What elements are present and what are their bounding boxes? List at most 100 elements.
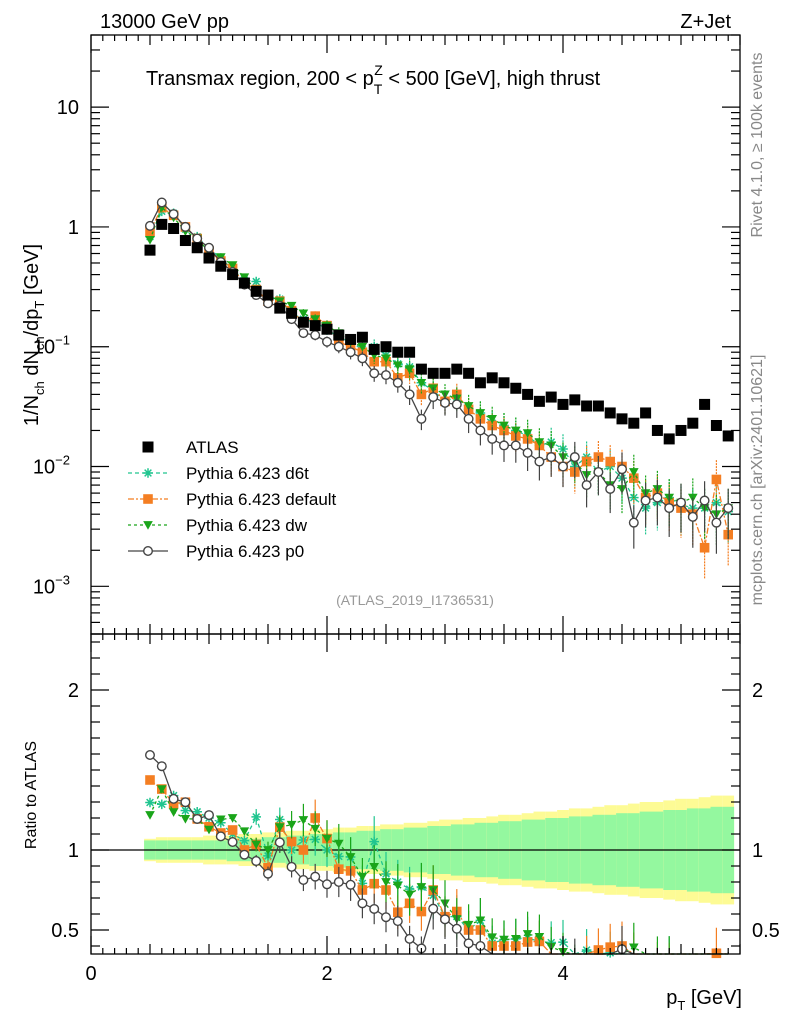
data-point [297,316,309,328]
data-point [381,912,392,923]
data-point [157,785,167,794]
data-point [416,378,427,388]
data-point [143,468,153,478]
data-point [142,441,154,453]
data-point [499,440,510,451]
data-point [310,871,321,882]
data-point [404,389,415,400]
data-point [687,511,698,522]
data-point [298,845,309,855]
data-point [334,839,344,849]
data-point [369,836,379,847]
data-point [251,840,261,850]
data-point [286,301,297,311]
data-point [263,868,274,879]
data-point [263,846,273,855]
data-point [593,467,604,478]
ratio-uncertainty-bands [91,795,740,905]
ratio-tick-label-right: 2 [752,680,763,702]
data-point [356,331,368,343]
data-point [628,417,640,429]
data-point [592,400,604,412]
data-point [322,336,333,347]
data-point [179,235,191,247]
data-point [416,883,427,892]
data-point [345,333,357,345]
data-point [475,409,486,418]
x-tick-label: 4 [557,963,568,985]
legend-item: ATLAS [142,438,239,457]
data-point [699,495,710,506]
data-point [581,400,593,412]
data-point [309,320,321,332]
data-point [569,394,581,406]
data-point [333,341,344,352]
data-point [628,517,639,528]
ratio-series [144,750,729,959]
data-point [333,329,345,341]
data-point [640,407,652,419]
data-point [298,875,309,886]
data-point [415,363,427,375]
data-point [534,456,545,467]
data-point [487,933,497,943]
data-point [168,209,179,220]
x-tick-label: 2 [321,963,332,985]
data-point [440,397,451,408]
data-point [629,943,639,953]
data-point [298,309,309,319]
rivet-label: Rivet 4.1.0, ≥ 100k events [749,53,766,238]
y-axis-title: 1/Nch dNch/dpT [GeV] [21,244,47,426]
ratio-line [149,779,729,955]
mcplots-label: mcplots.cern.ch [arXiv:2401.10621] [749,355,766,606]
legend: ATLAS Pythia 6.423 d6t Pythia 6.423 defaul… [128,438,337,561]
data-point [416,413,427,424]
data-point [322,834,332,844]
data-point [711,517,722,528]
legend-item: Pythia 6.423 default [128,490,337,509]
process-label: Z+Jet [680,11,731,33]
data-point [604,407,616,419]
data-point [451,923,462,934]
data-point [286,836,297,847]
ratio-tick-label-left: 0.5 [51,920,79,942]
data-point [499,425,509,436]
data-point [557,398,569,410]
data-point [274,302,286,314]
data-point [404,346,416,358]
data-point [463,402,474,411]
data-point [687,417,699,429]
data-point [380,341,392,353]
y-tick-label: 10−2 [33,453,70,479]
data-point [392,916,403,927]
data-point [310,330,321,341]
collision-label: 13000 GeV pp [100,11,229,33]
data-point [251,812,261,822]
data-point [322,879,333,890]
data-point [699,398,711,410]
data-point [723,503,734,514]
data-point [227,814,238,823]
data-point [144,220,155,231]
data-point [168,223,180,235]
data-point [145,226,155,237]
data-point [439,367,451,379]
ratio-tick-label-right: 1 [752,840,763,862]
data-point [298,328,309,339]
data-point [192,806,202,817]
data-point [428,903,439,914]
data-point [675,424,687,436]
data-point [157,799,167,810]
data-point [522,388,534,400]
data-point [404,933,415,944]
data-point [440,914,451,925]
data-point [404,890,415,900]
data-point [640,495,651,506]
reference-label: (ATLAS_2019_I1736531) [336,592,494,608]
data-point [204,825,214,835]
legend-label: Pythia 6.423 default [186,490,337,509]
data-point [215,260,227,272]
series-atlas [144,218,734,445]
data-point [404,365,415,374]
